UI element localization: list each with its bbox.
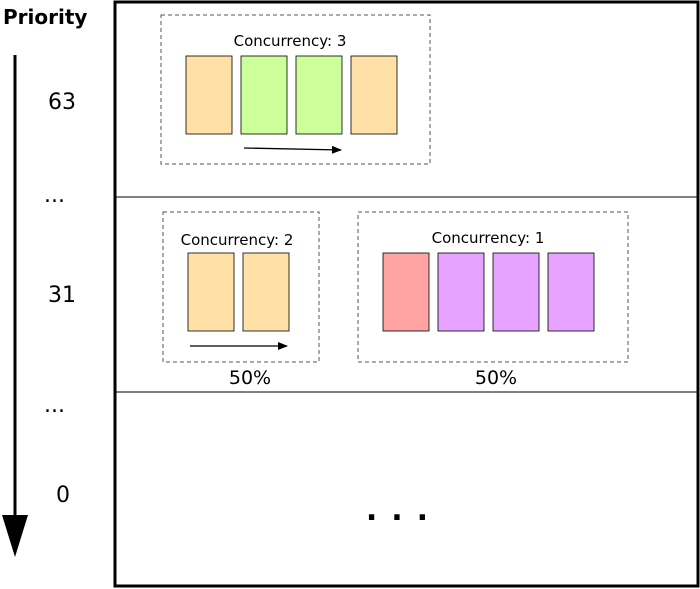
band-ellipsis: ... [366, 493, 442, 528]
priority-frame [113, 0, 700, 588]
share-label: 50% [475, 367, 517, 389]
task-block-orange [187, 252, 235, 332]
task-block-orange [185, 55, 233, 135]
task-block-purple [547, 252, 595, 332]
share-label: 50% [229, 367, 271, 389]
task-block-orange [242, 252, 290, 332]
group-title: Concurrency: 2 [181, 231, 294, 249]
task-block-green [295, 55, 343, 135]
task-block-purple [492, 252, 540, 332]
axis-label-31: 31 [48, 283, 76, 308]
group-frame [162, 211, 320, 363]
axis-title: Priority [3, 5, 87, 29]
axis-ellipsis-upper: ... [44, 183, 65, 208]
axis-label-0: 0 [56, 483, 70, 508]
concurrency-group-2: Concurrency: 2 50% [162, 211, 320, 389]
concurrency-group-3: Concurrency: 3 [160, 14, 431, 165]
group-title: Concurrency: 1 [432, 229, 545, 247]
priority-axis-arrowhead [2, 515, 28, 557]
task-block-orange [350, 55, 398, 135]
group-title: Concurrency: 3 [234, 32, 347, 50]
group-frame [160, 14, 431, 165]
group-frame [357, 211, 629, 363]
task-block-green [240, 55, 288, 135]
axis-ellipsis-lower: ... [44, 393, 65, 418]
task-block-red [382, 252, 430, 332]
execution-arrow [243, 145, 342, 154]
concurrency-group-1: Concurrency: 1 50% [357, 211, 629, 389]
task-block-purple [437, 252, 485, 332]
axis-label-63: 63 [48, 90, 76, 115]
